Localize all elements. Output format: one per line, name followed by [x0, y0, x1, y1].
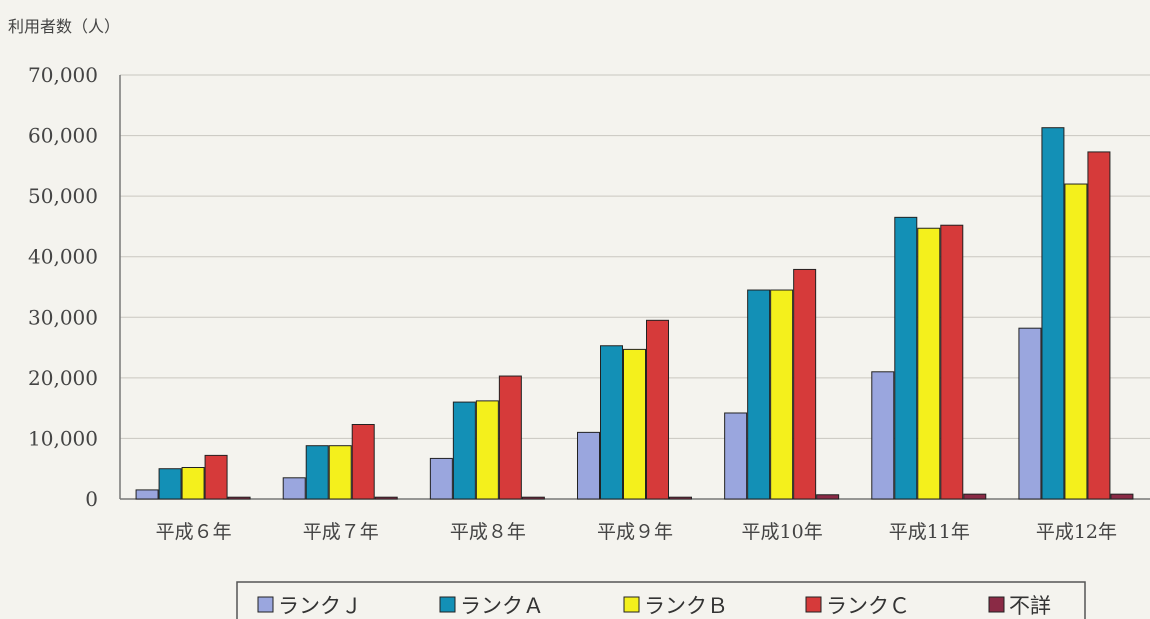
- bar: [669, 496, 692, 500]
- y-tick-label: 10,000: [28, 426, 98, 450]
- bar: [181, 467, 205, 500]
- bar: [646, 319, 669, 500]
- legend: ランクＪ ランクＡ ランクＢ ランクＣ 不詳: [236, 581, 1086, 619]
- legend-swatch: [623, 596, 640, 613]
- bar: [282, 477, 306, 500]
- bar: [1018, 327, 1042, 500]
- bar: [1110, 493, 1134, 500]
- bar: [917, 227, 941, 500]
- y-tick-label: 50,000: [28, 184, 98, 208]
- bar: [1064, 183, 1088, 500]
- bar: [724, 412, 748, 500]
- legend-label: ランクＣ: [826, 594, 910, 618]
- bar: [351, 423, 375, 500]
- x-axis-ticks: 平成６年 平成７年 平成８年 平成９年 平成10年 平成11年 平成12年: [156, 521, 1117, 543]
- y-axis-ticks: 0 10,000 20,000 30,000 40,000 50,000 60,000 70,…: [28, 63, 98, 511]
- x-tick-label: 平成11年: [889, 521, 970, 543]
- bar: [770, 289, 794, 500]
- y-tick-label: 20,000: [28, 366, 98, 390]
- legend-swatch: [439, 596, 456, 613]
- x-tick-label: 平成10年: [742, 521, 823, 543]
- bar: [816, 494, 840, 500]
- bar: [963, 493, 987, 500]
- y-axis-label: 利用者数（人）: [8, 17, 120, 36]
- legend-swatch: [988, 596, 1005, 613]
- legend-label: ランクＪ: [278, 594, 362, 618]
- bar: [135, 489, 159, 500]
- x-tick-label: 平成12年: [1036, 521, 1117, 543]
- legend-label: ランクＡ: [460, 594, 544, 618]
- bar: [623, 348, 646, 500]
- bar: [600, 345, 623, 500]
- bar: [940, 224, 964, 500]
- bar: [475, 400, 499, 500]
- y-tick-label: 0: [85, 487, 98, 511]
- bar: [747, 289, 771, 500]
- bar: [429, 457, 453, 500]
- y-tick-label: 30,000: [28, 305, 98, 329]
- bar: [1087, 151, 1111, 500]
- legend-swatch: [257, 596, 274, 613]
- legend-label: ランクＢ: [644, 594, 728, 618]
- bar: [374, 496, 398, 500]
- x-tick-label: 平成９年: [597, 521, 673, 543]
- x-tick-label: 平成６年: [156, 521, 232, 543]
- bar: [521, 496, 545, 500]
- legend-label: 不詳: [1009, 594, 1051, 618]
- bar: [577, 431, 600, 500]
- bar: [305, 445, 329, 500]
- y-tick-label: 40,000: [28, 245, 98, 269]
- legend-box: [236, 581, 1086, 619]
- bar: [452, 401, 476, 500]
- bar: [871, 371, 895, 500]
- x-tick-label: 平成７年: [303, 521, 379, 543]
- bar: [328, 445, 352, 500]
- y-tick-label: 60,000: [28, 124, 98, 148]
- bar: [1041, 127, 1065, 500]
- y-tick-label: 70,000: [28, 63, 98, 87]
- x-tick-label: 平成８年: [450, 521, 526, 543]
- bar: [894, 216, 918, 500]
- bars: [135, 127, 1134, 500]
- legend-swatch: [805, 596, 822, 613]
- bar: [204, 454, 228, 500]
- bar: [793, 268, 817, 500]
- bar: [158, 468, 182, 500]
- bar: [227, 496, 251, 500]
- bar: [498, 375, 522, 500]
